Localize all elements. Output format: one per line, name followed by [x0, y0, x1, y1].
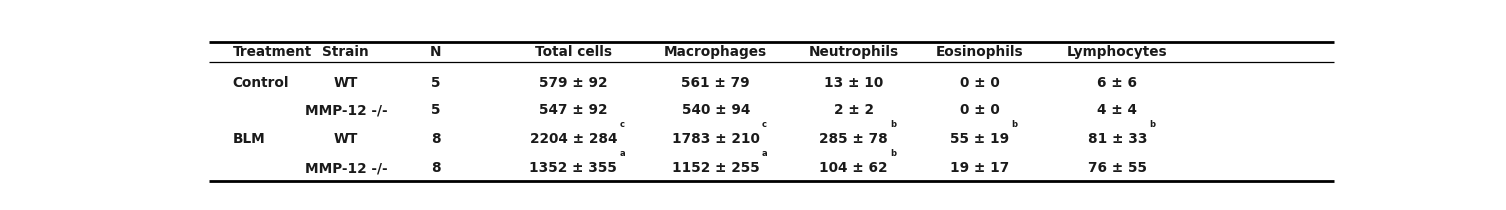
Text: 19 ± 17: 19 ± 17 [950, 161, 1009, 175]
Text: 1783 ± 210: 1783 ± 210 [672, 132, 759, 146]
Text: Control: Control [232, 76, 289, 90]
Text: a: a [762, 149, 768, 158]
Text: WT: WT [334, 76, 358, 90]
Text: 8: 8 [431, 132, 440, 146]
Text: 8: 8 [431, 161, 440, 175]
Text: 285 ± 78: 285 ± 78 [819, 132, 889, 146]
Text: 2 ± 2: 2 ± 2 [833, 103, 873, 117]
Text: 6 ± 6: 6 ± 6 [1098, 76, 1137, 90]
Text: 5: 5 [431, 103, 440, 117]
Text: Macrophages: Macrophages [664, 45, 768, 59]
Text: 540 ± 94: 540 ± 94 [682, 103, 750, 117]
Text: Neutrophils: Neutrophils [809, 45, 899, 59]
Text: c: c [619, 120, 625, 129]
Text: 55 ± 19: 55 ± 19 [950, 132, 1009, 146]
Text: MMP-12 -/-: MMP-12 -/- [304, 103, 387, 117]
Text: 579 ± 92: 579 ± 92 [539, 76, 607, 90]
Text: N: N [429, 45, 441, 59]
Text: Lymphocytes: Lymphocytes [1066, 45, 1167, 59]
Text: 1352 ± 355: 1352 ± 355 [530, 161, 617, 175]
Text: b: b [890, 149, 896, 158]
Text: Treatment: Treatment [232, 45, 312, 59]
Text: b: b [890, 120, 896, 129]
Text: 547 ± 92: 547 ± 92 [539, 103, 607, 117]
Text: 0 ± 0: 0 ± 0 [959, 103, 1000, 117]
Text: Total cells: Total cells [535, 45, 611, 59]
Text: 76 ± 55: 76 ± 55 [1087, 161, 1146, 175]
Text: MMP-12 -/-: MMP-12 -/- [304, 161, 387, 175]
Text: 2204 ± 284: 2204 ± 284 [530, 132, 617, 146]
Text: Eosinophils: Eosinophils [935, 45, 1024, 59]
Text: b: b [1149, 120, 1155, 129]
Text: 104 ± 62: 104 ± 62 [819, 161, 887, 175]
Text: 13 ± 10: 13 ± 10 [824, 76, 883, 90]
Text: Strain: Strain [322, 45, 369, 59]
Text: 0 ± 0: 0 ± 0 [959, 76, 1000, 90]
Text: 561 ± 79: 561 ± 79 [682, 76, 750, 90]
Text: 4 ± 4: 4 ± 4 [1098, 103, 1137, 117]
Text: 5: 5 [431, 76, 440, 90]
Text: 81 ± 33: 81 ± 33 [1087, 132, 1148, 146]
Text: BLM: BLM [232, 132, 265, 146]
Text: 1152 ± 255: 1152 ± 255 [672, 161, 759, 175]
Text: c: c [762, 120, 767, 129]
Text: WT: WT [334, 132, 358, 146]
Text: b: b [1012, 120, 1018, 129]
Text: a: a [619, 149, 625, 158]
